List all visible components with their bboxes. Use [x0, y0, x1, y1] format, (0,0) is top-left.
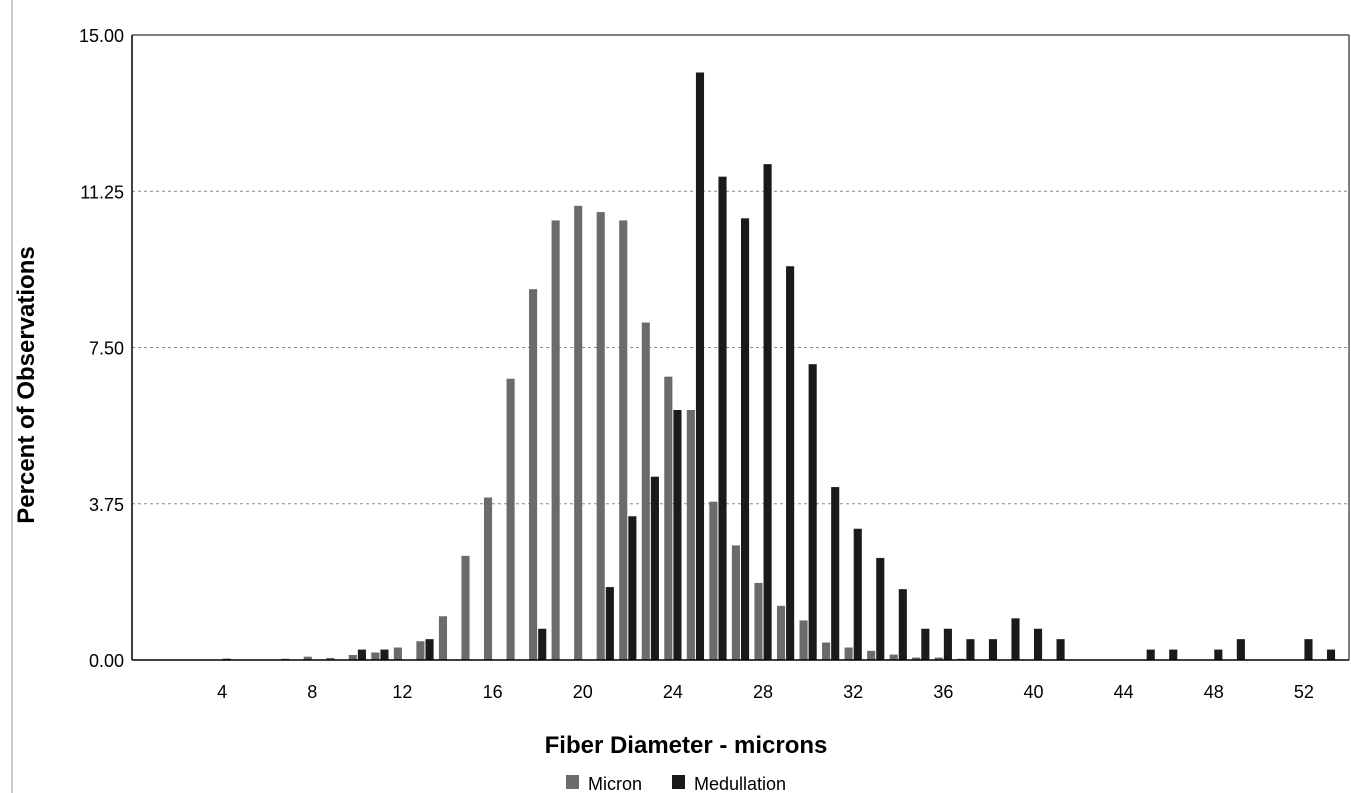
gridlines — [132, 190, 1349, 505]
x-axis-title: Fiber Diameter - microns — [545, 732, 828, 759]
bar-medullation — [1011, 618, 1020, 660]
bar-micron — [731, 545, 740, 660]
x-tick-label: 20 — [573, 682, 593, 702]
y-tick-label: 15.00 — [79, 26, 124, 46]
x-tick-label: 36 — [933, 682, 953, 702]
bar-micron — [686, 410, 695, 660]
bar-micron — [551, 220, 560, 661]
bar-micron — [934, 657, 943, 660]
bar-medullation — [695, 72, 705, 660]
x-tick-label: 48 — [1204, 682, 1224, 702]
bar-micron — [438, 616, 448, 660]
bar-medullation — [898, 589, 907, 660]
bar-micron — [303, 656, 312, 660]
legend-swatch-medullation — [672, 775, 685, 789]
bar-medullation — [357, 649, 366, 660]
bar-medullation — [1326, 649, 1336, 660]
bar-medullation — [876, 557, 885, 660]
x-tick-label: 4 — [217, 682, 227, 702]
bar-medullation — [1056, 639, 1065, 660]
y-tick-label: 3.75 — [89, 495, 124, 515]
bar-medullation — [943, 628, 952, 660]
bar-medullation — [786, 266, 795, 660]
bar-medullation — [538, 628, 547, 660]
bar-micron — [889, 654, 898, 660]
x-tick-label: 40 — [1023, 682, 1043, 702]
bar-micron — [483, 497, 493, 660]
bar-micron — [461, 555, 470, 660]
legend-swatch-micron — [566, 775, 579, 789]
bars — [222, 72, 1336, 661]
bar-medullation — [1214, 649, 1223, 660]
bar-medullation — [425, 639, 434, 660]
bar-micron — [619, 220, 628, 661]
bar-micron — [641, 322, 650, 660]
bar-micron — [326, 657, 335, 660]
bar-medullation — [966, 639, 975, 660]
bar-micron — [416, 641, 425, 660]
x-tick-label: 16 — [483, 682, 503, 702]
bar-micron — [867, 650, 876, 660]
bar-medullation — [1236, 639, 1245, 660]
y-tick-labels: 0.00 3.75 7.50 11.25 15.00 — [79, 26, 124, 671]
bar-medullation — [808, 364, 817, 660]
bar-medullation — [673, 410, 682, 660]
bar-medullation — [988, 639, 998, 660]
y-tick-label: 7.50 — [89, 339, 124, 359]
bar-micron — [596, 212, 605, 660]
x-tick-label: 8 — [307, 682, 317, 702]
bar-medullation — [628, 516, 637, 660]
bar-medullation — [380, 649, 389, 660]
bar-medullation — [718, 176, 727, 661]
axes — [131, 34, 1350, 661]
bar-medullation — [1146, 649, 1155, 660]
bar-medullation — [921, 628, 930, 660]
bar-micron — [371, 652, 380, 660]
legend-label-medullation: Medullation — [694, 774, 786, 793]
bar-micron — [709, 501, 718, 660]
x-tick-label: 24 — [663, 682, 683, 702]
y-tick-label: 0.00 — [89, 651, 124, 671]
bar-medullation — [605, 587, 614, 660]
bar-micron — [574, 205, 583, 660]
bar-medullation — [831, 487, 840, 660]
bar-medullation — [763, 164, 772, 661]
x-tick-label: 12 — [392, 682, 412, 702]
bar-medullation — [741, 218, 750, 660]
x-tick-label: 52 — [1294, 682, 1314, 702]
bar-micron — [529, 289, 538, 660]
x-tick-label: 32 — [843, 682, 863, 702]
bar-medullation — [1169, 649, 1178, 660]
bar-micron — [844, 647, 853, 660]
bar-micron — [754, 582, 763, 660]
y-axis-title: Percent of Observations — [13, 246, 40, 523]
bar-medullation — [853, 528, 862, 660]
x-tick-labels: 4 8 12 16 20 24 28 32 36 40 44 48 52 — [217, 682, 1314, 702]
legend: Micron Medullation — [566, 774, 786, 793]
bar-medullation — [1033, 628, 1043, 660]
x-tick-label: 28 — [753, 682, 773, 702]
bar-micron — [348, 655, 357, 660]
bar-micron — [393, 647, 402, 660]
bar-micron — [799, 620, 808, 660]
bar-micron — [776, 605, 786, 660]
y-tick-label: 11.25 — [80, 182, 124, 202]
bar-medullation — [650, 476, 659, 660]
bar-micron — [506, 378, 515, 660]
bar-medullation — [1304, 639, 1313, 660]
bar-micron — [912, 657, 921, 660]
legend-label-micron: Micron — [588, 774, 642, 793]
bar-micron — [664, 376, 673, 660]
x-tick-label: 44 — [1114, 682, 1134, 702]
bar-micron — [822, 642, 831, 660]
